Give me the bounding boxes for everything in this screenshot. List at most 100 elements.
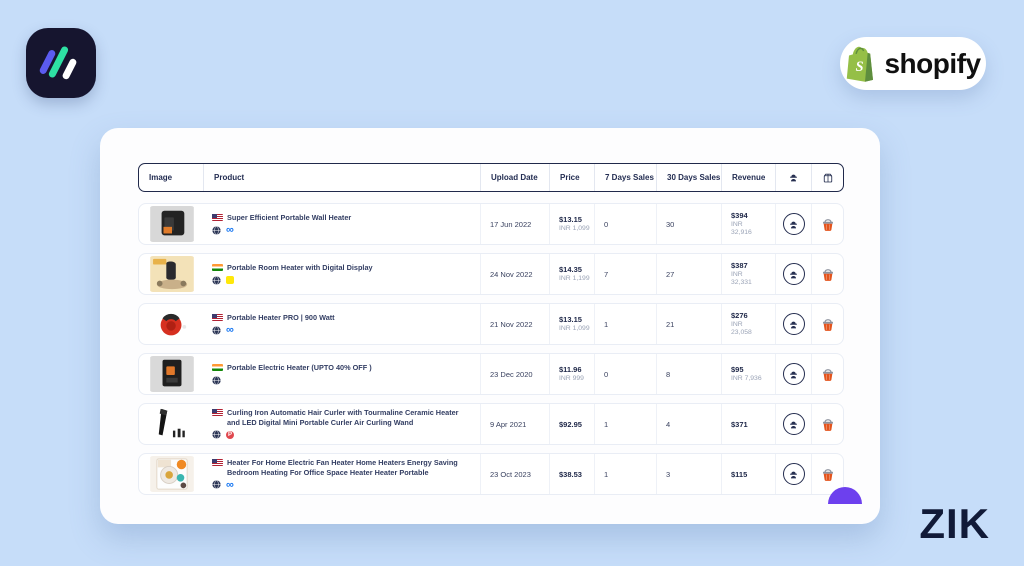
product-thumbnail[interactable]	[149, 456, 195, 492]
basket-button-icon[interactable]	[820, 216, 836, 233]
table-row[interactable]: Portable Heater PRO | 900 Watt ∞ 21 Nov …	[138, 303, 844, 345]
svg-text:S: S	[856, 59, 864, 75]
product-title[interactable]: Portable Electric Heater (UPTO 40% OFF )	[227, 362, 372, 372]
website-globe-icon[interactable]	[212, 430, 221, 440]
product-title[interactable]: Portable Room Heater with Digital Displa…	[227, 262, 373, 272]
competitor-spy-button[interactable]	[782, 463, 805, 485]
product-title[interactable]: Curling Iron Automatic Hair Curler with …	[227, 408, 459, 427]
pinterest-icon[interactable]: P	[226, 430, 234, 439]
price-inr: INR 999	[559, 374, 584, 382]
zik-app-icon	[26, 28, 96, 98]
us-flag-icon	[212, 313, 223, 321]
spy-icon	[790, 174, 797, 182]
price-usd: $13.15	[559, 314, 582, 324]
table-row[interactable]: Portable Room Heater with Digital Displa…	[138, 253, 844, 295]
revenue-usd: $371	[731, 419, 748, 429]
price-cell: $11.96 INR 999	[550, 354, 595, 394]
revenue-cell: $371	[722, 404, 776, 444]
product-thumbnail[interactable]	[149, 206, 195, 242]
website-globe-icon[interactable]	[212, 325, 221, 335]
upload-date: 24 Nov 2022	[481, 254, 550, 294]
revenue-usd: $276	[731, 310, 748, 320]
india-flag-icon	[212, 363, 223, 371]
competitor-spy-button[interactable]	[782, 413, 805, 435]
revenue-cell: $387 INR 32,331	[722, 254, 776, 294]
header-revenue: Revenue	[722, 164, 776, 191]
revenue-usd: $394	[731, 210, 748, 220]
product-thumbnail[interactable]	[149, 256, 195, 292]
revenue-inr: INR 23,058	[731, 320, 752, 336]
table-row[interactable]: Portable Electric Heater (UPTO 40% OFF )…	[138, 353, 844, 395]
revenue-cell: $276 INR 23,058	[722, 304, 776, 344]
revenue-cell: $95 INR 7,936	[722, 354, 776, 394]
revenue-inr: INR 7,936	[731, 374, 762, 382]
website-globe-icon[interactable]	[212, 480, 221, 490]
revenue-usd: $95	[731, 364, 744, 374]
header-7-days-sales: 7 Days Sales	[595, 164, 657, 191]
price-cell: $14.35 INR 1,199	[550, 254, 595, 294]
competitor-spy-button[interactable]	[782, 313, 805, 335]
revenue-inr: INR 32,331	[731, 270, 752, 286]
basket-button-icon[interactable]	[820, 266, 836, 283]
basket-button-icon[interactable]	[820, 416, 836, 433]
upload-date: 9 Apr 2021	[481, 404, 550, 444]
upload-date: 23 Oct 2023	[481, 454, 550, 494]
product-thumbnail[interactable]	[149, 306, 195, 342]
table-row[interactable]: Curling Iron Automatic Hair Curler with …	[138, 403, 844, 445]
price-usd: $38.53	[559, 469, 582, 479]
basket-button-icon[interactable]	[820, 366, 836, 383]
sales-30-days: 3	[657, 454, 722, 494]
price-usd: $11.96	[559, 364, 582, 374]
product-title[interactable]: Heater For Home Electric Fan Heater Home…	[227, 458, 458, 477]
shopify-wordmark: shopify	[884, 47, 981, 79]
basket-button-icon[interactable]	[820, 316, 836, 333]
sales-7-days: 1	[595, 404, 657, 444]
website-globe-icon[interactable]	[212, 225, 221, 235]
spy-icon	[790, 221, 797, 228]
logo-bar-white	[61, 57, 78, 81]
website-globe-icon[interactable]	[212, 275, 221, 285]
product-thumbnail[interactable]	[149, 356, 195, 392]
upload-date: 21 Nov 2022	[481, 304, 550, 344]
competitor-spy-button[interactable]	[782, 263, 805, 285]
header-image: Image	[139, 164, 204, 191]
revenue-usd: $115	[731, 469, 748, 479]
competitor-spy-button[interactable]	[782, 213, 805, 235]
meta-icon[interactable]: ∞	[226, 224, 234, 237]
sales-7-days: 0	[595, 204, 657, 244]
chat-widget-button[interactable]	[828, 487, 862, 504]
competitor-spy-button[interactable]	[782, 363, 805, 385]
meta-icon[interactable]: ∞	[226, 478, 234, 491]
revenue-usd: $387	[731, 260, 748, 270]
us-flag-icon	[212, 213, 223, 221]
us-flag-icon	[212, 409, 223, 417]
price-usd: $13.15	[559, 214, 582, 224]
sales-7-days: 1	[595, 454, 657, 494]
price-inr: INR 1,099	[559, 224, 590, 232]
product-title[interactable]: Super Efficient Portable Wall Heater	[227, 212, 352, 222]
revenue-cell: $115	[722, 454, 776, 494]
upload-date: 23 Dec 2020	[481, 354, 550, 394]
spy-icon	[790, 421, 797, 428]
us-flag-icon	[212, 459, 223, 467]
header-upload-date: Upload Date	[481, 164, 550, 191]
table-row[interactable]: Heater For Home Electric Fan Heater Home…	[138, 453, 844, 495]
india-flag-icon	[212, 263, 223, 271]
meta-icon[interactable]: ∞	[226, 324, 234, 337]
table-row[interactable]: Super Efficient Portable Wall Heater ∞ 1…	[138, 203, 844, 245]
shopify-logo: S shopify	[840, 37, 986, 90]
spy-icon	[790, 371, 797, 378]
product-thumbnail[interactable]	[149, 406, 195, 442]
snapchat-icon[interactable]	[226, 276, 234, 285]
spy-icon	[790, 271, 797, 278]
sales-7-days: 7	[595, 254, 657, 294]
revenue-cell: $394 INR 32,916	[722, 204, 776, 244]
basket-button-icon[interactable]	[820, 466, 836, 483]
zik-logo-bars	[38, 42, 81, 84]
website-globe-icon[interactable]	[212, 375, 221, 385]
price-cell: $92.95	[550, 404, 595, 444]
sales-30-days: 4	[657, 404, 722, 444]
price-cell: $13.15 INR 1,099	[550, 304, 595, 344]
product-title[interactable]: Portable Heater PRO | 900 Watt	[227, 312, 335, 322]
price-inr: INR 1,099	[559, 324, 590, 332]
